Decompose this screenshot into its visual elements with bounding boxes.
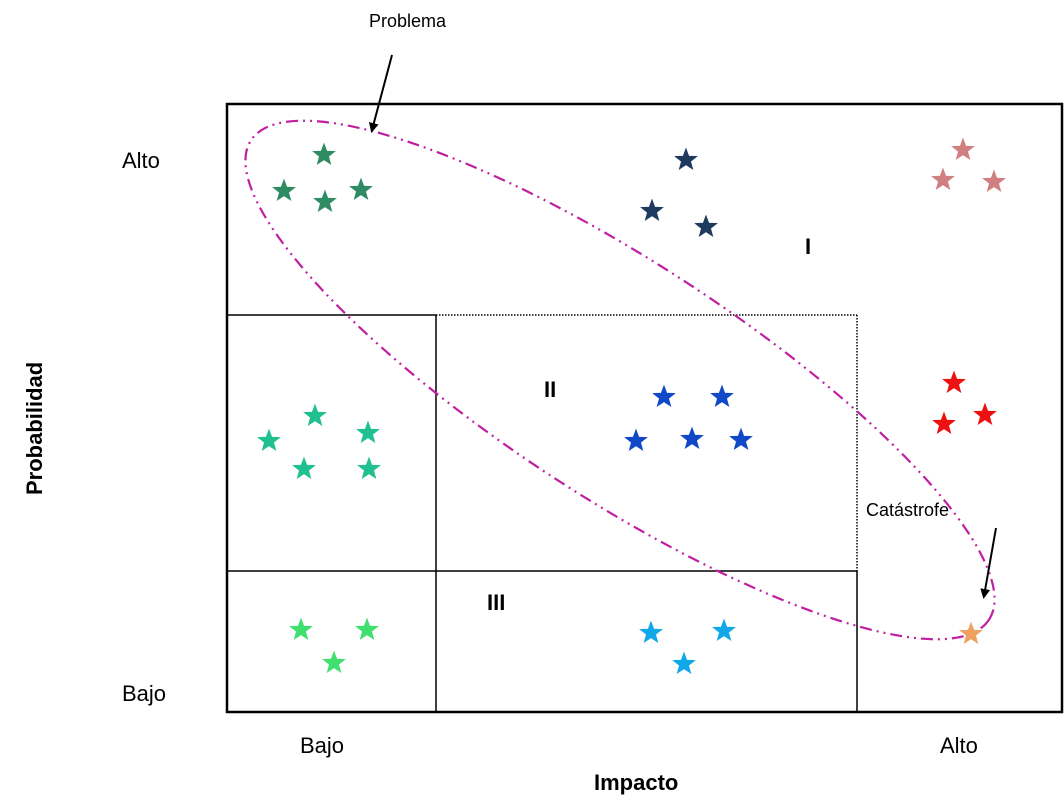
x-axis-high-label: Alto [940,733,978,758]
problem-catastrophe-ellipse [244,119,996,641]
star-group-d-2 [257,428,281,452]
zone-label-1: I [805,234,811,259]
star-group-b-3 [694,214,718,238]
star-group-a-1 [312,142,336,166]
star-group-f-1 [942,370,966,394]
star-group-b-1 [674,147,698,171]
star-group-g-2 [355,617,379,641]
star-group-g-3 [322,650,346,674]
star-group-c-2 [931,167,955,191]
star-group-d-1 [303,403,327,427]
star-group-d-3 [356,420,380,444]
zone-label-2: II [544,377,556,402]
star-group-c-1 [951,137,975,161]
star-group-e-4 [680,426,704,450]
star-group-e-2 [710,384,734,408]
star-group-a-4 [349,177,373,201]
catastrophe-callout-arrow [980,527,997,599]
zone-label-3: III [487,590,505,615]
catastrophe-callout-label: Catástrofe [866,500,949,520]
star-group-e-1 [652,384,676,408]
star-group-a-2 [272,178,296,202]
y-axis-high-label: Alto [122,148,160,173]
problem-callout-label: Problema [369,11,447,31]
y-axis-title: Probabilidad [22,362,47,495]
star-group-b-2 [640,198,664,222]
star-group-h-3 [672,651,696,675]
star-group-f-2 [932,411,956,435]
star-group-g-1 [289,617,313,641]
star-group-e-5 [729,427,753,451]
star-group-d-5 [357,456,381,480]
star-group-h-1 [639,620,663,644]
risk-stars [257,137,1006,675]
star-group-h-2 [712,618,736,642]
star-group-f-3 [973,402,997,426]
x-axis-title: Impacto [594,770,678,795]
star-group-a-3 [313,189,337,213]
star-group-e-3 [624,428,648,452]
problem-callout-arrow [368,54,393,133]
star-group-i-1 [959,621,983,645]
star-group-d-4 [292,456,316,480]
matrix-frame [225,102,1064,714]
x-axis-low-label: Bajo [300,733,344,758]
star-group-c-3 [982,169,1006,193]
y-axis-low-label: Bajo [122,681,166,706]
